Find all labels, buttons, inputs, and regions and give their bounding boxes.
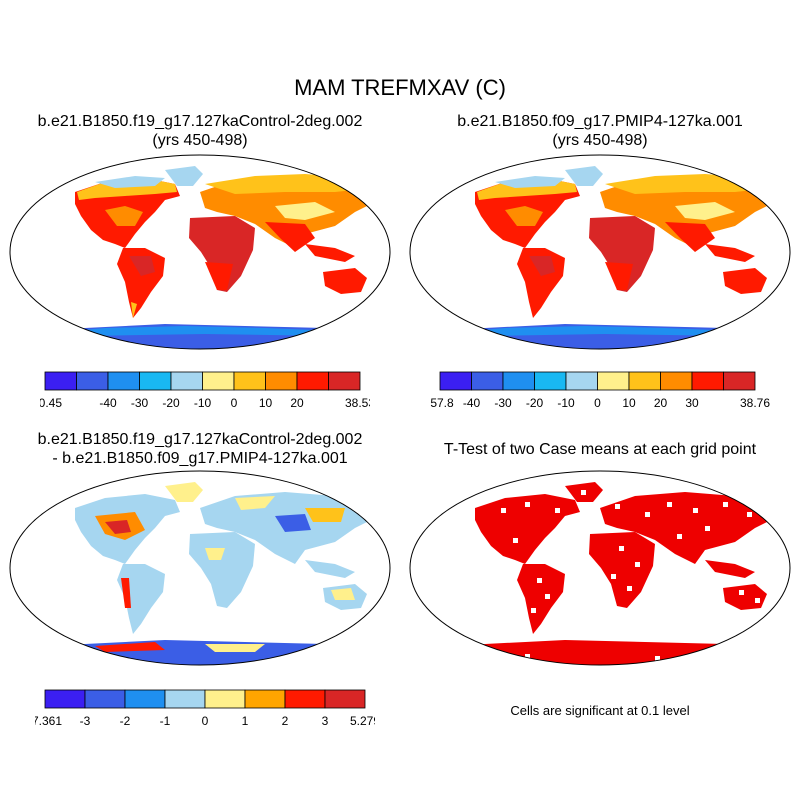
colorbar-swatch (439, 371, 472, 391)
colorbar-swatch (164, 689, 206, 709)
colorbar-tick-label: -10 (557, 396, 575, 410)
colorbar-swatch (139, 371, 172, 391)
antarctica-land (415, 640, 785, 665)
colorbar-tick-label: 38.76 (740, 396, 770, 410)
colorbar-tick-label: 10 (259, 396, 273, 410)
colorbar-tick-label: 3 (322, 714, 329, 728)
africa-land (189, 532, 255, 608)
map-border (409, 470, 791, 666)
colorbar-pmip4: -57.8 -40 -30 -20 -10 0 10 20 30 38.76 (430, 371, 770, 410)
colorbar-tick-label: 20 (654, 396, 668, 410)
colorbar-tick-label: 0 (202, 714, 209, 728)
colorbar-swatch (170, 371, 203, 391)
greenland-land (165, 166, 203, 186)
colorbar-tick-label: 0 (594, 396, 601, 410)
colorbar-tick-label: -20 (162, 396, 180, 410)
south-america-land (517, 564, 565, 634)
panel-title-bottom-left: b.e21.B1850.f19_g17.127kaControl-2deg.00… (0, 430, 400, 468)
panel-title-top-left-line2: (yrs 450-498) (152, 132, 248, 149)
colorbar-tick-label: -2 (120, 714, 131, 728)
antarctica-land (15, 640, 385, 665)
colorbar-tick-label: 1 (242, 714, 249, 728)
greenland-land (165, 482, 203, 502)
australia-land (323, 268, 367, 294)
map-border (9, 470, 391, 666)
colorbar-tick-label: -60.45 (40, 396, 62, 410)
colorbar-swatch (534, 371, 567, 391)
colorbar-swatch (597, 371, 630, 391)
panel-title-top-left-line1: b.e21.B1850.f19_g17.127kaControl-2deg.00… (37, 113, 363, 130)
colorbar-swatch (84, 689, 126, 709)
panel-title-bottom-left-line1: b.e21.B1850.f19_g17.127kaControl-2deg.00… (37, 431, 363, 448)
map-difference (9, 470, 391, 666)
colorbar-swatch (628, 371, 661, 391)
colorbar-swatch (233, 371, 266, 391)
greenland-land (565, 166, 603, 186)
colorbar-swatch (76, 371, 109, 391)
colorbar-swatch (204, 689, 246, 709)
colorbar-tick-label: 5.279 (350, 714, 375, 728)
colorbar-swatch (723, 371, 756, 391)
significance-note: Cells are significant at 0.1 level (510, 703, 690, 718)
colorbar-swatch (471, 371, 504, 391)
australia-land (723, 268, 767, 294)
colorbar-swatch (328, 371, 361, 391)
panel-title-top-right-line1: b.e21.B1850.f09_g17.PMIP4-127ka.001 (457, 113, 743, 130)
colorbar-tick-label: 0 (231, 396, 238, 410)
colorbar-tick-label: -30 (494, 396, 512, 410)
map-border (9, 154, 391, 350)
africa-land (189, 216, 255, 292)
colorbar-tick-label: -57.8 (430, 396, 454, 410)
colorbar-control: -60.45 -40 -30 -20 -10 0 10 20 38.53 (40, 371, 370, 410)
colorbar-tick-label: -20 (526, 396, 544, 410)
colorbar-tick-label: 30 (685, 396, 699, 410)
colorbar-swatch (244, 689, 286, 709)
panel-title-bottom-left-line2: - b.e21.B1850.f09_g17.PMIP4-127ka.001 (52, 450, 348, 467)
colorbar-swatch (44, 689, 86, 709)
panel-title-bottom-right: T-Test of two Case means at each grid po… (443, 441, 757, 458)
colorbar-tick-label: -3 (80, 714, 91, 728)
colorbar-difference: -7.361 -3 -2 -1 0 1 2 3 5.279 (35, 689, 375, 728)
africa-land (589, 532, 655, 608)
colorbar-tick-label: -7.361 (35, 714, 62, 728)
eurasia-land (600, 492, 775, 564)
colorbar-tick-label: -30 (131, 396, 149, 410)
colorbar-tick-label: -40 (463, 396, 481, 410)
panel-title-top-right: b.e21.B1850.f09_g17.PMIP4-127ka.001 (yrs… (400, 112, 800, 150)
colorbar-tick-label: 10 (622, 396, 636, 410)
colorbar-swatch (44, 371, 77, 391)
panel-title-top-left: b.e21.B1850.f19_g17.127kaControl-2deg.00… (0, 112, 400, 150)
colorbar-swatch (565, 371, 598, 391)
figure-title: MAM TREFMXAV (C) (294, 75, 506, 100)
australia-land (723, 584, 767, 610)
colorbar-swatch (502, 371, 535, 391)
map-pmip4-case (409, 154, 791, 350)
map-border (409, 154, 791, 350)
colorbar-swatch (202, 371, 235, 391)
colorbar-swatch (324, 689, 366, 709)
colorbar-swatch (296, 371, 329, 391)
colorbar-swatch (265, 371, 298, 391)
colorbar-swatch (691, 371, 724, 391)
map-ttest-significance (409, 470, 791, 666)
colorbar-swatch (660, 371, 693, 391)
colorbar-swatch (107, 371, 140, 391)
colorbar-tick-label: -40 (99, 396, 117, 410)
africa-land (589, 216, 655, 292)
colorbar-tick-label: 38.53 (345, 396, 370, 410)
colorbar-tick-label: 20 (290, 396, 304, 410)
colorbar-tick-label: -10 (194, 396, 212, 410)
colorbar-tick-label: 2 (282, 714, 289, 728)
panel-title-top-right-line2: (yrs 450-498) (552, 132, 648, 149)
colorbar-tick-label: -1 (160, 714, 171, 728)
colorbar-swatch (124, 689, 166, 709)
colorbar-swatch (284, 689, 326, 709)
map-control-case (9, 154, 391, 350)
